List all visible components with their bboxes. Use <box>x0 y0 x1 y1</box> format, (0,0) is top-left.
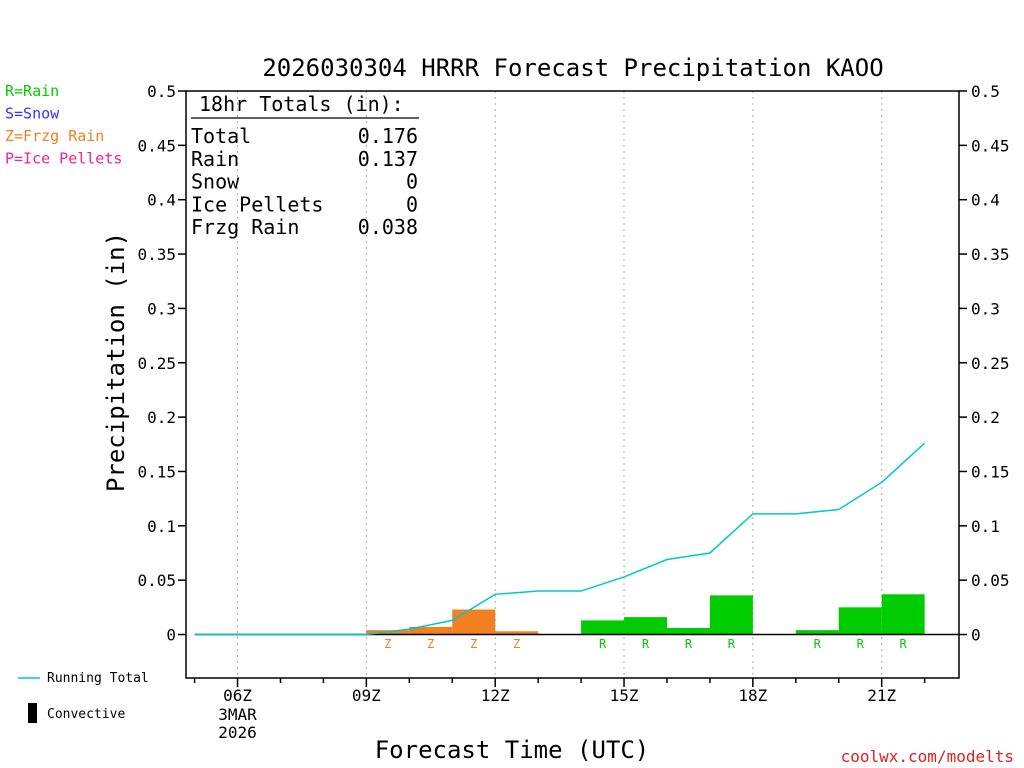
x-tick-label-18Z: 18Z <box>738 686 767 705</box>
ptype-label-10z: Z <box>384 637 391 651</box>
y-tick-label-left: 0 <box>166 626 176 645</box>
x-tick-label-21Z: 21Z <box>867 686 896 705</box>
y-tick-label-right: 0.35 <box>971 245 1010 264</box>
legend-ptype-z: Z=Frzg Rain <box>5 127 104 145</box>
y-tick-label-right: 0.4 <box>971 191 1000 210</box>
y-tick-label-left: 0.1 <box>147 517 176 536</box>
precip-bars <box>366 594 925 635</box>
grid-lines <box>237 91 883 678</box>
y-tick-label-right: 0.2 <box>971 408 1000 427</box>
y-tick-label-left: 0.4 <box>147 191 176 210</box>
y-tick-label-left: 0.25 <box>137 354 176 373</box>
y-tick-label-right: 0.25 <box>971 354 1010 373</box>
ptype-legend: R=Rain S=Snow Z=Frzg Rain P=Ice Pellets <box>5 82 122 168</box>
running-total-series <box>194 442 926 636</box>
y-tick-label-left: 0.3 <box>147 299 176 318</box>
bar-16z <box>624 617 667 635</box>
y-tick-label-left: 0.45 <box>137 136 176 155</box>
bar-13z <box>495 631 539 635</box>
y-tick-label-left: 0.15 <box>137 462 176 481</box>
convective-legend-swatch <box>28 703 37 723</box>
running-total-legend: Running Total <box>18 671 149 686</box>
totals-row-label: Snow <box>191 170 240 194</box>
chart-title: 2026030304 HRRR Forecast Precipitation K… <box>262 54 883 82</box>
convective-legend-label: Convective <box>47 707 125 722</box>
totals-row-label: Frzg Rain <box>191 215 299 239</box>
bar-21z <box>838 607 882 635</box>
y-tick-label-left: 0.35 <box>137 245 176 264</box>
y-tick-label-right: 0.5 <box>971 82 1000 101</box>
y-tick-label-right: 0 <box>971 626 981 645</box>
totals-row-value: 0.176 <box>358 124 418 148</box>
x-tick-sublabel: 2026 <box>218 723 257 742</box>
totals-row-value: 0 <box>406 192 418 216</box>
legend-ptype-s: S=Snow <box>5 105 60 123</box>
credit-text: coolwx.com/modelts <box>841 747 1014 766</box>
x-tick-label-12Z: 12Z <box>481 686 510 705</box>
ptype-label-11z: Z <box>427 637 434 651</box>
y-tick-label-right: 0.05 <box>971 571 1010 590</box>
plot-frame <box>185 90 960 679</box>
ptype-label-22z: R <box>900 637 908 651</box>
y-tick-label-left: 0.05 <box>137 571 176 590</box>
running-total-legend-label: Running Total <box>47 671 149 686</box>
x-tick-sublabel: 3MAR <box>218 705 257 724</box>
ptype-label-21z: R <box>857 637 865 651</box>
totals-header: 18hr Totals (in): <box>199 92 404 116</box>
totals-row-label: Rain <box>191 147 239 171</box>
ptype-label-16z: R <box>642 637 650 651</box>
totals-row-label: Ice Pellets <box>191 192 323 216</box>
legend-ptype-r: R=Rain <box>5 82 59 100</box>
y-axis-right: 0 0.05 0.1 0.15 0.2 0.25 0.3 0.35 0.4 0.45 0.5 <box>959 82 1010 645</box>
y-tick-label-left: 0.2 <box>147 408 176 427</box>
y-tick-label-right: 0.1 <box>971 517 1000 536</box>
bar-11z <box>409 626 453 635</box>
bar-15z <box>581 620 625 635</box>
x-tick-label-15Z: 15Z <box>610 686 639 705</box>
totals-row-value: 0.137 <box>358 147 418 171</box>
convective-legend: Convective <box>28 703 125 723</box>
y-tick-label-right: 0.15 <box>971 462 1010 481</box>
totals-row-label: Total <box>191 124 251 148</box>
ptype-label-12z: Z <box>470 637 477 651</box>
ptype-label-20z: R <box>814 637 822 651</box>
totals-row-value: 0 <box>406 170 418 194</box>
totals-box: 18hr Totals (in): Total 0.176 Rain 0.137 Snow… <box>191 92 419 239</box>
ptype-label-17z: R <box>685 637 693 651</box>
x-tick-label-09Z: 09Z <box>352 686 381 705</box>
y-axis-left: 0 0.05 0.1 0.15 0.2 0.25 0.3 0.35 0.4 0.45 0.5 <box>137 82 186 645</box>
y-tick-label-left: 0.5 <box>147 82 176 101</box>
bar-17z <box>666 627 710 635</box>
x-axis-label: Forecast Time (UTC) <box>375 736 650 764</box>
running-total-line <box>194 442 926 636</box>
ptype-label-15z: R <box>599 637 607 651</box>
y-tick-label-right: 0.45 <box>971 136 1010 155</box>
bar-22z <box>881 594 925 635</box>
legend-ptype-p: P=Ice Pellets <box>5 150 122 168</box>
bar-18z <box>709 595 753 635</box>
y-tick-label-right: 0.3 <box>971 299 1000 318</box>
bar-12z <box>452 609 496 635</box>
bar-20z <box>795 630 839 635</box>
y-axis-label: Precipitation (in) <box>102 232 130 492</box>
x-tick-label-06Z: 06Z <box>223 686 252 705</box>
ptype-label-13z: Z <box>513 637 520 651</box>
ptype-label-18z: R <box>728 637 736 651</box>
totals-row-value: 0.038 <box>358 215 418 239</box>
